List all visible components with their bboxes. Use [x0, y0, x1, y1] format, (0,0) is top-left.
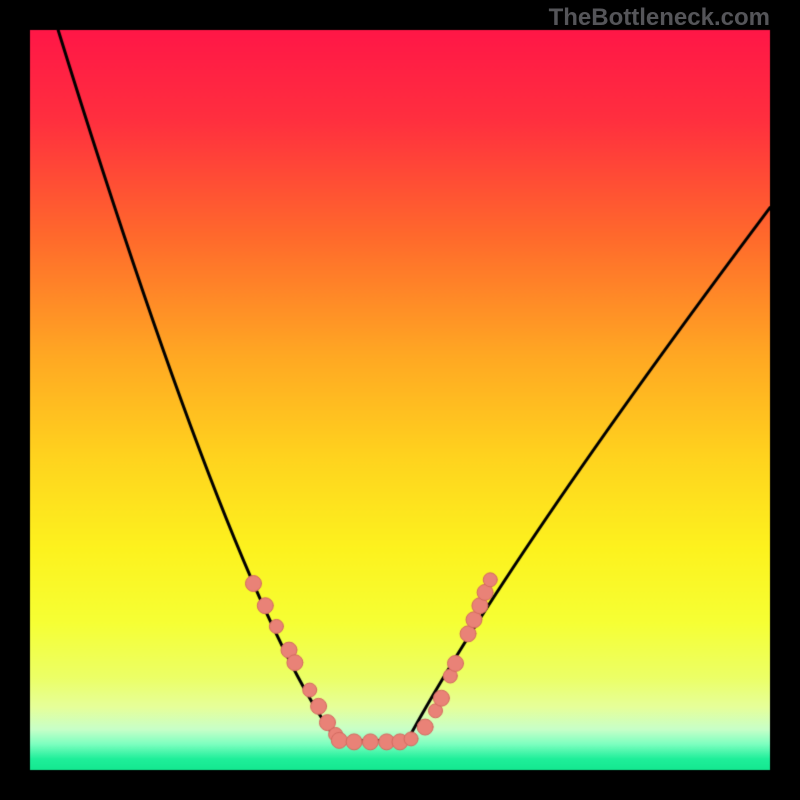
chart-stage: TheBottleneck.com [0, 0, 800, 800]
bottleneck-curve-chart [0, 0, 800, 800]
